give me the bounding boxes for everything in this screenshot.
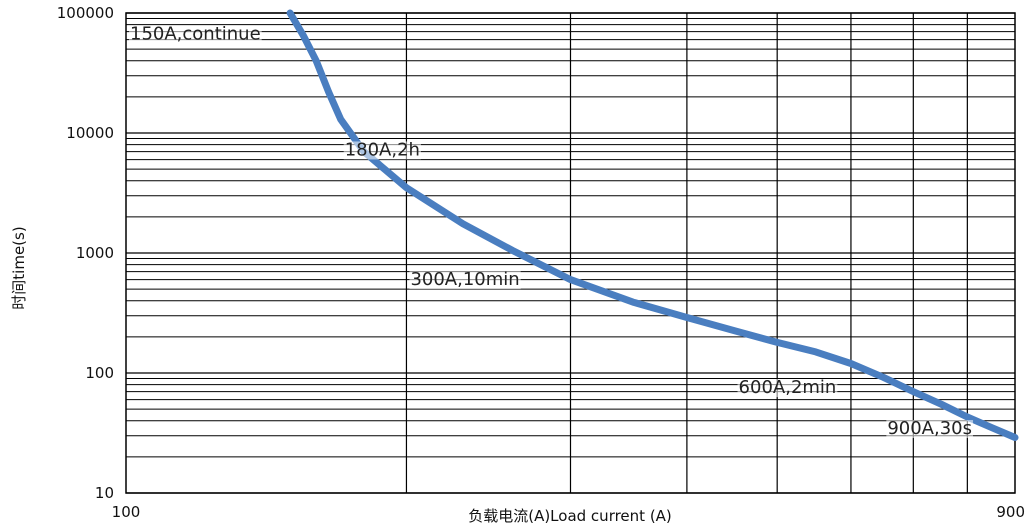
y-tick-label: 1000	[76, 244, 114, 262]
x-tick-label: 100	[112, 503, 141, 521]
annotation-label: 900A,30s	[887, 418, 972, 439]
x-tick-label: 900	[996, 503, 1025, 521]
annotation-label: 600A,2min	[739, 377, 837, 398]
y-axis-label: 时间time(s)	[10, 226, 28, 309]
annotation-label: 300A,10min	[410, 269, 519, 290]
y-tick-label: 10000	[66, 124, 114, 142]
annotation-label: 150A,continue	[130, 24, 261, 45]
plot-frame	[125, 12, 1016, 494]
series-line	[286, 9, 1019, 441]
annotation-background	[409, 271, 521, 290]
annotation-background	[129, 25, 262, 44]
annotations: 150A,continue 180A,2h 300A,10min 600A,2min 9…	[129, 24, 974, 439]
y-tick-label: 100000	[57, 4, 114, 22]
y-tick-label: 10	[95, 484, 114, 502]
annotation-background	[737, 379, 838, 398]
annotation-background	[886, 420, 974, 439]
y-tick-label: 100	[85, 364, 114, 382]
grid	[126, 12, 1015, 494]
annotation-label: 180A,2h	[345, 139, 420, 160]
x-axis-label: 负载电流(A)Load current (A)	[468, 507, 672, 525]
annotation-background	[343, 141, 421, 160]
